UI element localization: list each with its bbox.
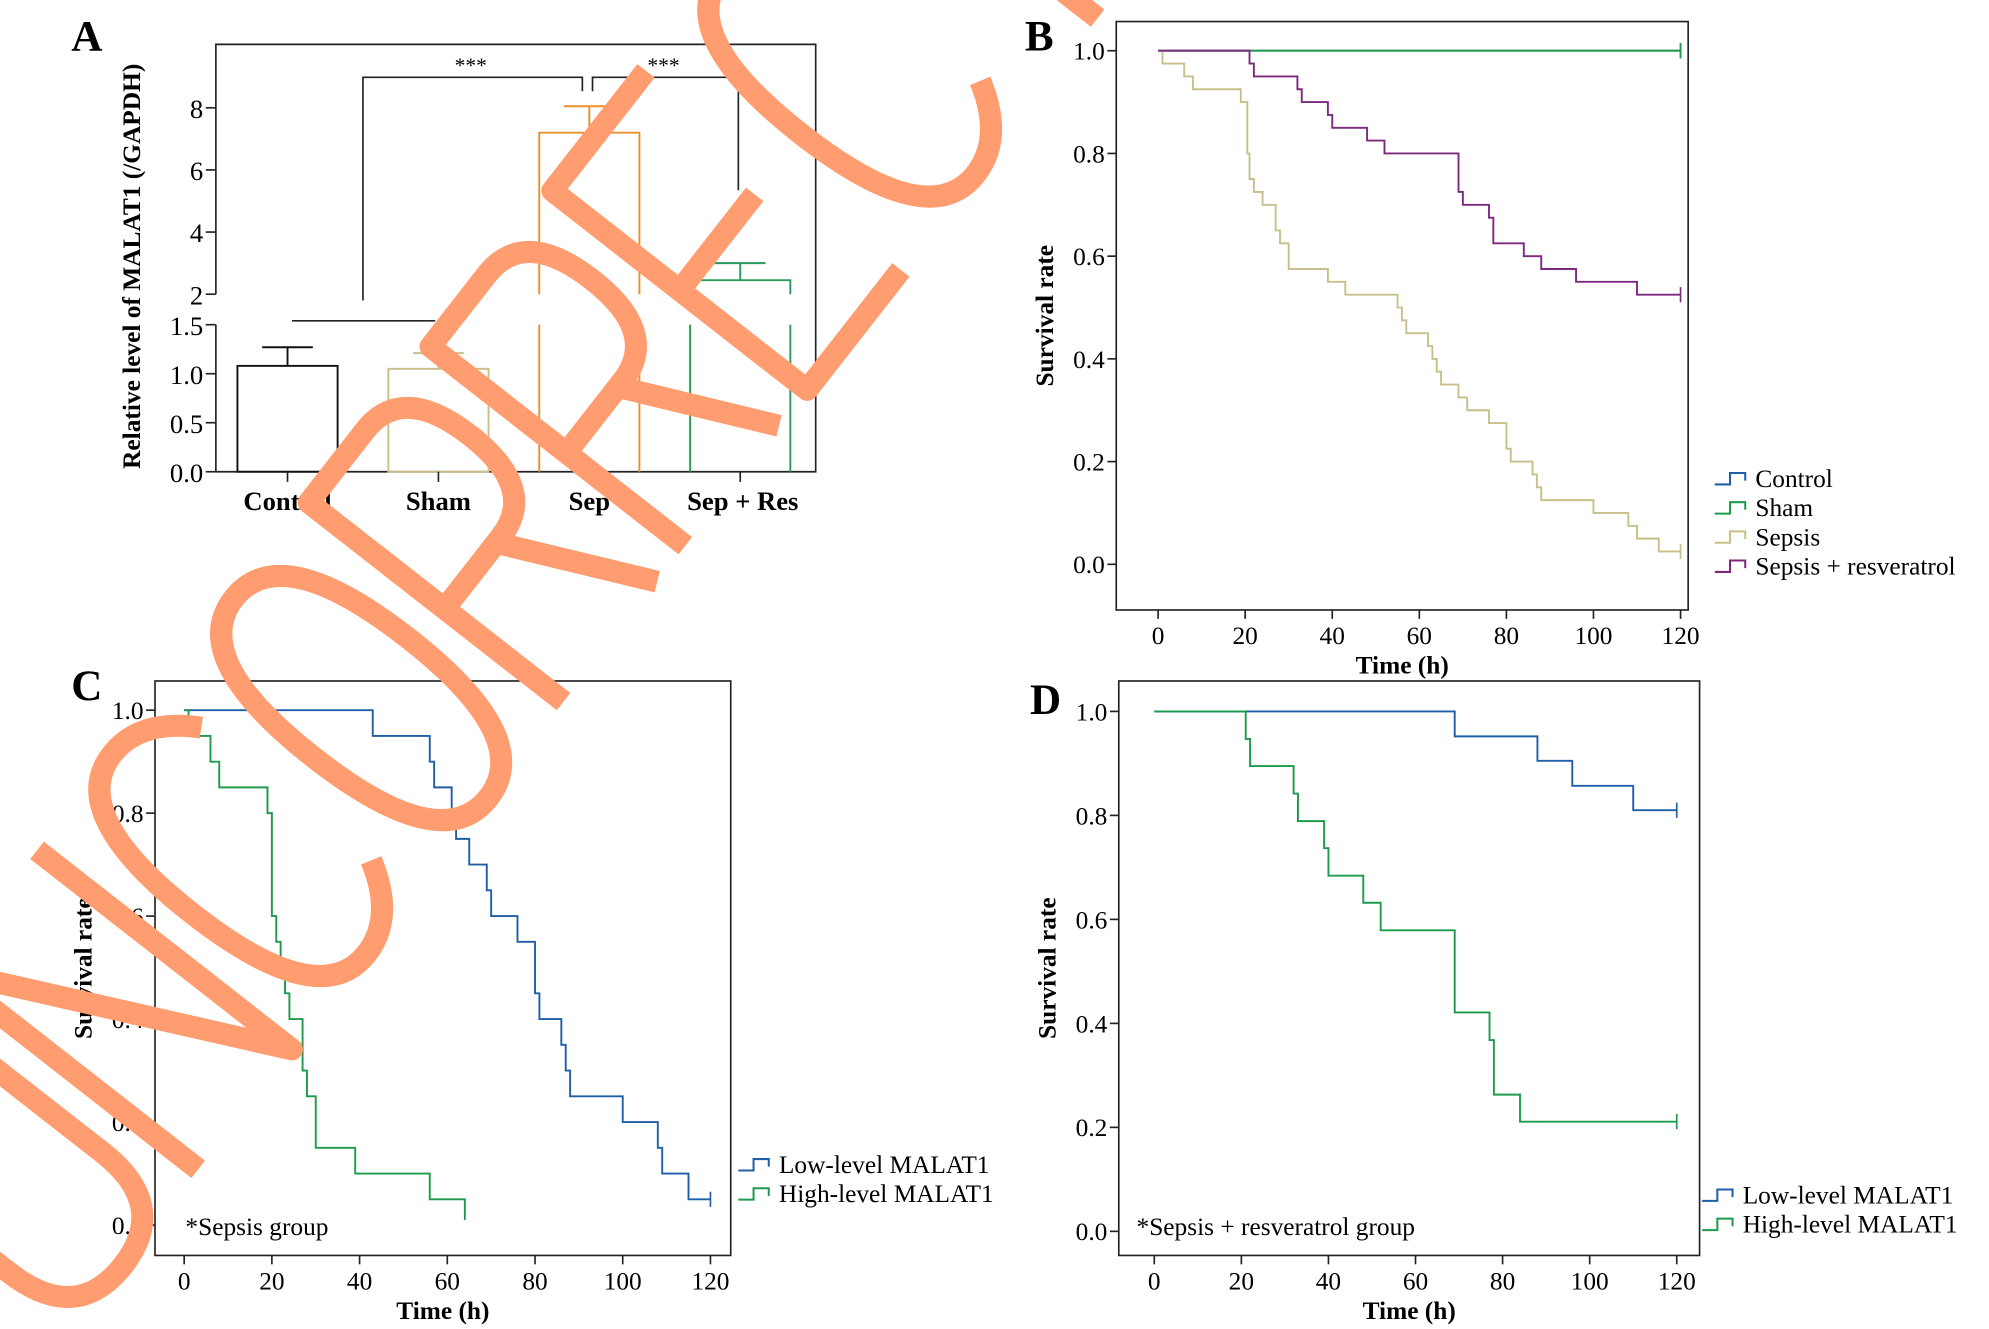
y-axis-label: Survival rate	[1033, 897, 1061, 1039]
x-tick-label: 100	[604, 1268, 642, 1296]
survival-curve	[1154, 710, 1677, 812]
x-tick-label: 20	[1229, 1268, 1254, 1296]
x-tick-label: 0	[1148, 1268, 1161, 1296]
y-tick-label: 6	[190, 156, 203, 186]
legend-swatch	[738, 1158, 770, 1172]
legend-swatch	[1714, 501, 1747, 515]
panel-label-a: A	[71, 14, 102, 61]
x-tick-label: 100	[1571, 1268, 1609, 1296]
x-axis-label: Time (h)	[396, 1297, 489, 1325]
y-tick-label: 1.0	[112, 697, 144, 725]
x-tick-label: Sep + Res	[687, 486, 798, 516]
y-tick-label: 4	[190, 218, 203, 248]
x-tick-label: 20	[259, 1268, 284, 1296]
axes-frame	[1115, 20, 1689, 611]
survival-curve	[1158, 49, 1681, 296]
y-tick-label: 1.0	[1073, 38, 1105, 66]
y-tick-label: 0.0	[1076, 1218, 1108, 1246]
legend-swatch	[1702, 1188, 1734, 1202]
y-tick-label: 0.4	[1076, 1010, 1108, 1038]
y-axis-label: Survival rate	[1031, 245, 1059, 387]
x-tick-label: Sham	[406, 486, 471, 516]
panel-label-d: D	[1030, 677, 1061, 724]
x-tick-label: 100	[1574, 622, 1612, 650]
y-tick-label: 0.2	[1076, 1114, 1108, 1142]
legend-label: Control	[1755, 465, 1833, 493]
legend-label: High-level MALAT1	[779, 1180, 994, 1208]
axes-frame	[1117, 680, 1701, 1257]
survival-curve	[184, 709, 711, 1201]
axes-frame	[215, 43, 817, 473]
y-tick-label: 1.0	[170, 360, 203, 390]
y-tick-label: 0.6	[1073, 243, 1105, 271]
x-tick-label: 40	[1316, 1268, 1341, 1296]
group-annotation: *Sepsis + resveratrol group	[1137, 1213, 1415, 1241]
x-tick-label: 80	[522, 1268, 547, 1296]
group-annotation: *Sepsis group	[185, 1213, 328, 1241]
x-tick-label: 40	[347, 1268, 372, 1296]
watermark-letter	[0, 1006, 170, 1325]
y-tick-label: 0.6	[1076, 906, 1108, 934]
watermark-letter	[674, 0, 1023, 234]
watermark-letter	[431, 227, 780, 546]
legend-swatch	[1702, 1217, 1734, 1232]
x-tick-label: 120	[1662, 622, 1700, 650]
panel-label-b: B	[1025, 14, 1054, 61]
watermark-letter	[0, 850, 292, 1169]
y-axis-label: Relative level of MALAT1 (/GAPDH)	[118, 64, 146, 469]
y-tick-label: 0.5	[170, 409, 203, 439]
legend-label: High-level MALAT1	[1743, 1211, 1958, 1239]
legend-label: Sepsis + resveratrol	[1755, 552, 1955, 580]
y-tick-label: 0.0	[1073, 551, 1105, 579]
y-tick-label: 2	[190, 280, 203, 310]
x-axis-label: Time (h)	[1363, 1297, 1456, 1325]
x-tick-label: 20	[1232, 622, 1257, 650]
x-tick-label: 120	[1658, 1268, 1696, 1296]
y-tick-label: 1.0	[1076, 698, 1108, 726]
x-tick-label: 0	[1152, 622, 1165, 650]
legend-swatch	[1714, 530, 1747, 544]
x-tick-label: 60	[435, 1268, 460, 1296]
legend-swatch	[1714, 559, 1747, 573]
y-tick-label: 0.4	[1073, 346, 1105, 374]
panel-d: D 0 20 40 60 80 100 120 0.0 0.2 0.4 0.6 0.8 1.0 Time (…	[1030, 677, 1958, 1325]
bar	[236, 364, 339, 473]
x-tick-label: 60	[1407, 622, 1432, 650]
significance-label: ***	[455, 53, 487, 77]
y-tick-label: 0.8	[1073, 140, 1105, 168]
watermark-letter	[552, 71, 901, 390]
panel-label-c: C	[71, 663, 102, 710]
significance-bracket	[291, 76, 740, 322]
legend-label: Low-level MALAT1	[1743, 1181, 1954, 1209]
legend-swatch	[1714, 471, 1747, 486]
legend-label: Sham	[1755, 494, 1813, 522]
x-tick-label: 60	[1403, 1268, 1428, 1296]
uncorrected-watermark	[0, 0, 1388, 1325]
survival-curve	[1154, 710, 1677, 1123]
watermark-letter	[309, 383, 658, 702]
x-tick-label: 80	[1490, 1268, 1515, 1296]
x-axis-label: Time (h)	[1356, 651, 1449, 679]
significance-label: ***	[647, 53, 679, 77]
y-tick-label: 1.5	[170, 311, 203, 341]
axes-frame	[154, 680, 732, 1257]
legend-label: Sepsis	[1755, 523, 1820, 551]
watermark-letter	[187, 539, 536, 858]
legend-label: Low-level MALAT1	[779, 1151, 990, 1179]
y-tick-label: 8	[190, 94, 203, 124]
x-tick-label: 120	[691, 1268, 729, 1296]
x-tick-label: 0	[178, 1268, 191, 1296]
y-tick-label: 0.0	[170, 458, 203, 488]
x-tick-label: 40	[1320, 622, 1345, 650]
watermark-letter	[65, 694, 414, 1013]
x-tick-label: 80	[1494, 622, 1519, 650]
survival-curve	[1158, 49, 1681, 553]
legend-swatch	[738, 1187, 770, 1201]
y-tick-label: 0.8	[1076, 802, 1108, 830]
y-axis-label: Survival rate	[70, 897, 98, 1039]
panel-b: B 0 20 40 60 80 100 120 0.0 0.2 0.4 0.6 0.8 1.0 Time (…	[1025, 14, 1956, 680]
y-tick-label: 0.2	[1073, 448, 1105, 476]
